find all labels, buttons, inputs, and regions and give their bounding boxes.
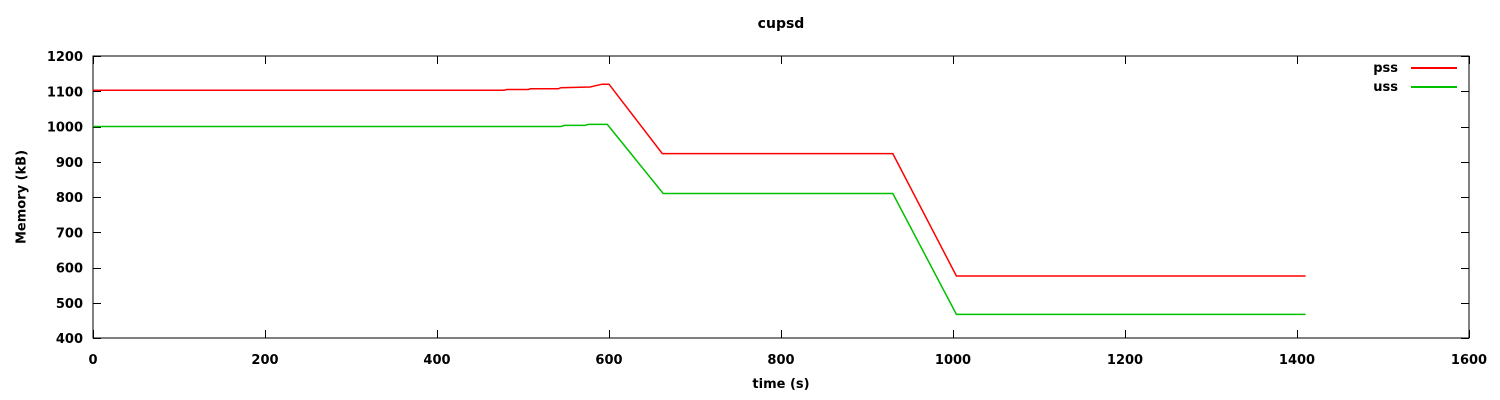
y-tick-label: 900 <box>56 156 83 171</box>
plot-border <box>92 55 1470 339</box>
y-tick-label: 500 <box>56 297 83 312</box>
y-tick-label: 1000 <box>47 121 83 136</box>
x-tick-label: 0 <box>88 353 97 368</box>
x-tick-label: 1000 <box>935 353 971 368</box>
x-tick-label: 600 <box>595 353 622 368</box>
y-tick-label: 800 <box>56 191 83 206</box>
y-tick-label: 700 <box>56 226 83 241</box>
y-tick-label: 1100 <box>47 85 83 100</box>
series-line-pss <box>93 83 1306 277</box>
x-axis-label: time (s) <box>752 377 810 392</box>
series-line-uss <box>93 123 1306 316</box>
chart-title: cupsd <box>757 16 805 32</box>
legend-item-uss: uss <box>1373 79 1457 95</box>
legend-item-pss: pss <box>1373 60 1457 76</box>
x-tick-label: 200 <box>251 353 278 368</box>
legend-label-pss: pss <box>1373 60 1398 76</box>
x-tick-label: 1400 <box>1279 353 1315 368</box>
y-tick-label: 400 <box>56 332 83 347</box>
legend: pss uss <box>1373 60 1457 95</box>
x-tick-label: 800 <box>767 353 794 368</box>
legend-label-uss: uss <box>1373 79 1398 95</box>
x-tick-label: 1200 <box>1107 353 1143 368</box>
legend-line-sample-pss <box>1411 67 1457 69</box>
y-tick-label: 1200 <box>47 50 83 65</box>
legend-line-sample-uss <box>1411 86 1457 88</box>
y-tick-label: 600 <box>56 262 83 277</box>
x-tick-label: 1600 <box>1451 353 1487 368</box>
x-tick-label: 400 <box>423 353 450 368</box>
